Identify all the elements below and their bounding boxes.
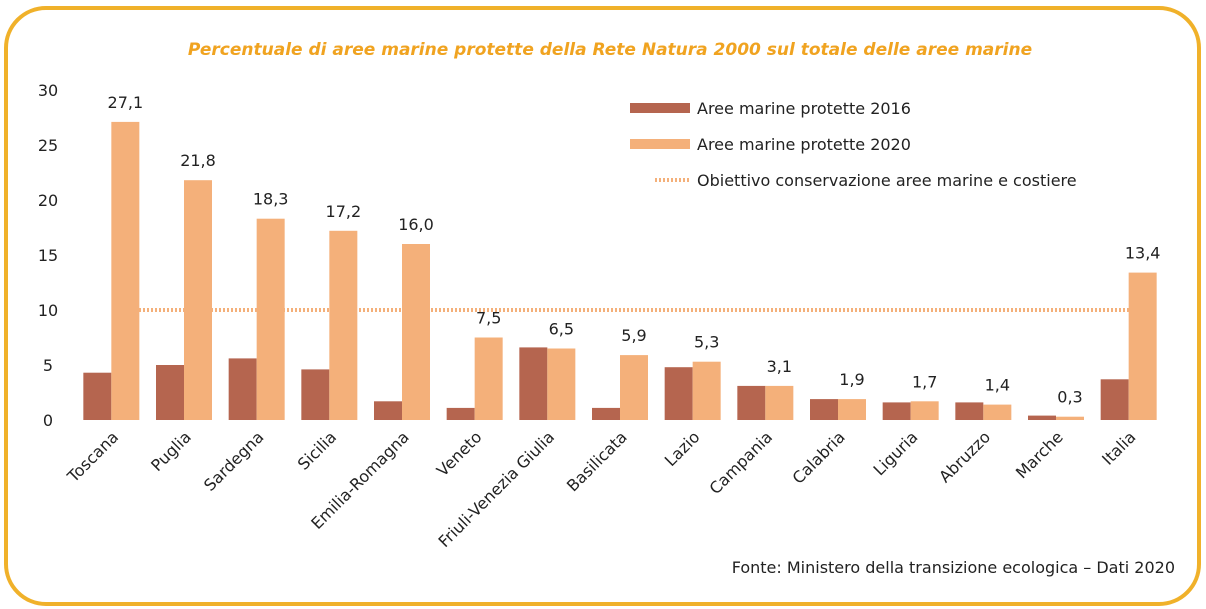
y-tick-label: 0 xyxy=(43,411,53,430)
bar xyxy=(882,402,911,420)
y-tick-label: 15 xyxy=(38,246,58,265)
data-label: 21,8 xyxy=(180,151,216,170)
bar xyxy=(1056,416,1084,420)
bar xyxy=(83,372,112,420)
y-tick-label: 10 xyxy=(38,301,58,320)
chart-title: Percentuale di aree marine protette dell… xyxy=(188,40,1032,60)
y-tick-label: 30 xyxy=(38,81,58,100)
data-label: 7,5 xyxy=(476,309,501,328)
data-label: 1,4 xyxy=(985,376,1010,395)
x-tick-label: Liguria xyxy=(870,427,922,479)
data-label: 0,3 xyxy=(1057,388,1082,407)
y-tick-label: 25 xyxy=(38,136,58,155)
data-label: 18,3 xyxy=(253,190,289,209)
bar xyxy=(955,402,984,420)
y-tick-label: 20 xyxy=(38,191,58,210)
data-label: 16,0 xyxy=(398,215,434,234)
y-tick-label: 5 xyxy=(43,356,53,375)
bar xyxy=(184,180,212,420)
bar xyxy=(620,355,648,420)
legend-swatch xyxy=(630,139,690,149)
bar xyxy=(664,367,693,420)
bar xyxy=(1100,379,1129,420)
data-label: 1,7 xyxy=(912,372,937,391)
bar xyxy=(547,348,576,420)
bar xyxy=(519,347,548,420)
data-label: 5,3 xyxy=(694,333,719,352)
data-label: 27,1 xyxy=(108,93,144,112)
bar xyxy=(329,230,358,420)
bar xyxy=(402,244,430,420)
bar xyxy=(692,361,721,420)
legend-label: Obiettivo conservazione aree marine e co… xyxy=(697,171,1077,190)
bar xyxy=(737,385,766,420)
bar xyxy=(765,385,794,420)
x-tick-label: Abruzzo xyxy=(935,427,994,486)
x-tick-label: Marche xyxy=(1012,427,1067,482)
bar xyxy=(256,218,285,420)
x-tick-label: Calabria xyxy=(789,427,849,487)
x-tick-label: Lazio xyxy=(661,427,704,470)
bar xyxy=(474,337,503,420)
bar xyxy=(810,399,838,420)
data-label: 6,5 xyxy=(549,320,574,339)
data-label: 3,1 xyxy=(767,357,792,376)
data-label: 5,9 xyxy=(621,326,646,345)
bar xyxy=(301,369,330,420)
x-tick-label: Puglia xyxy=(147,427,195,475)
x-tick-label: Basilicata xyxy=(563,427,631,495)
x-tick-label: Campania xyxy=(706,427,777,498)
data-label: 1,9 xyxy=(839,370,864,389)
bar xyxy=(228,358,257,420)
bar xyxy=(446,407,475,420)
bar xyxy=(838,399,866,420)
x-tick-label: Sicilia xyxy=(294,427,340,473)
bar xyxy=(111,121,140,421)
x-tick-label: Toscana xyxy=(63,427,122,486)
legend-swatch xyxy=(630,103,690,113)
source: Fonte: Ministero della transizione ecolo… xyxy=(732,558,1175,577)
bar xyxy=(910,401,939,420)
x-tick-label: Sardegna xyxy=(200,427,267,494)
data-label: 13,4 xyxy=(1125,244,1161,263)
bar xyxy=(592,407,620,420)
bar xyxy=(1028,415,1056,420)
x-tick-label: Veneto xyxy=(433,427,486,480)
x-tick-label: Italia xyxy=(1098,427,1139,468)
bar xyxy=(983,404,1012,420)
data-label: 17,2 xyxy=(326,202,362,221)
bar xyxy=(1128,272,1157,420)
bar xyxy=(374,401,402,420)
legend-label: Aree marine protette 2016 xyxy=(697,99,911,118)
bar xyxy=(156,365,184,420)
legend-label: Aree marine protette 2020 xyxy=(697,135,911,154)
frame xyxy=(4,6,1201,606)
